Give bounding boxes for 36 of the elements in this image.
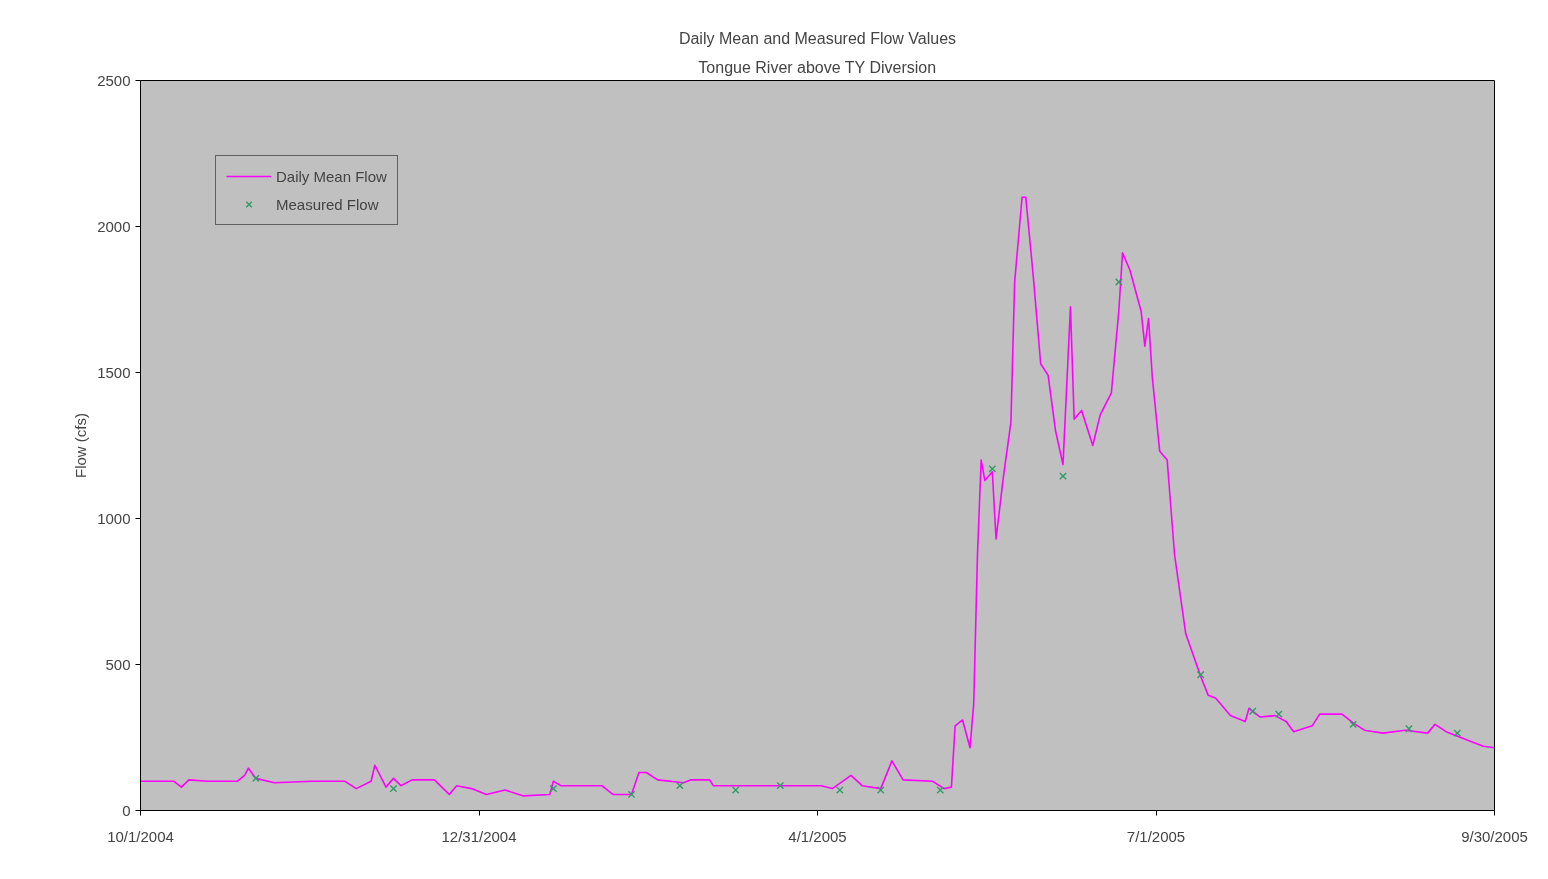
x-tick-label: 4/1/2005	[788, 827, 847, 845]
chart-title: Daily Mean and Measured Flow Values	[678, 29, 957, 47]
y-tick-label: 2500	[97, 71, 131, 89]
point	[1274, 710, 1283, 719]
point	[675, 781, 684, 790]
y-tick-label: 2000	[97, 217, 131, 235]
chart-subtitle: Tongue River above TY Diversion	[698, 58, 937, 76]
point	[1196, 670, 1205, 679]
point	[1114, 278, 1123, 286]
point	[549, 784, 558, 793]
legend-label: Daily Mean Flow	[276, 167, 387, 185]
x-tick-label: 10/1/2004	[107, 827, 174, 845]
point	[1453, 729, 1462, 737]
y-tick-label: 1500	[97, 363, 131, 381]
point	[389, 784, 398, 793]
line-series	[140, 196, 1495, 797]
x-tick-label: 7/1/2005	[1126, 827, 1186, 845]
point	[1059, 472, 1067, 481]
point	[251, 774, 260, 783]
y-tick-label: 0	[122, 801, 131, 819]
point	[1349, 720, 1358, 729]
x-tick-label: 12/31/2004	[441, 827, 517, 845]
point	[1405, 724, 1413, 733]
point	[731, 786, 740, 794]
y-axis-title: Flow (cfs)	[72, 413, 90, 478]
x-tick-label: 9/30/2005	[1461, 827, 1528, 845]
point	[627, 790, 636, 799]
y-tick-label: 1000	[97, 509, 131, 527]
point	[876, 786, 885, 794]
point	[1248, 707, 1257, 716]
legend-label: Measured Flow	[276, 195, 379, 213]
point	[776, 781, 785, 790]
point	[835, 786, 844, 794]
point	[936, 786, 945, 794]
point	[988, 464, 997, 473]
y-tick-label: 500	[105, 655, 131, 673]
